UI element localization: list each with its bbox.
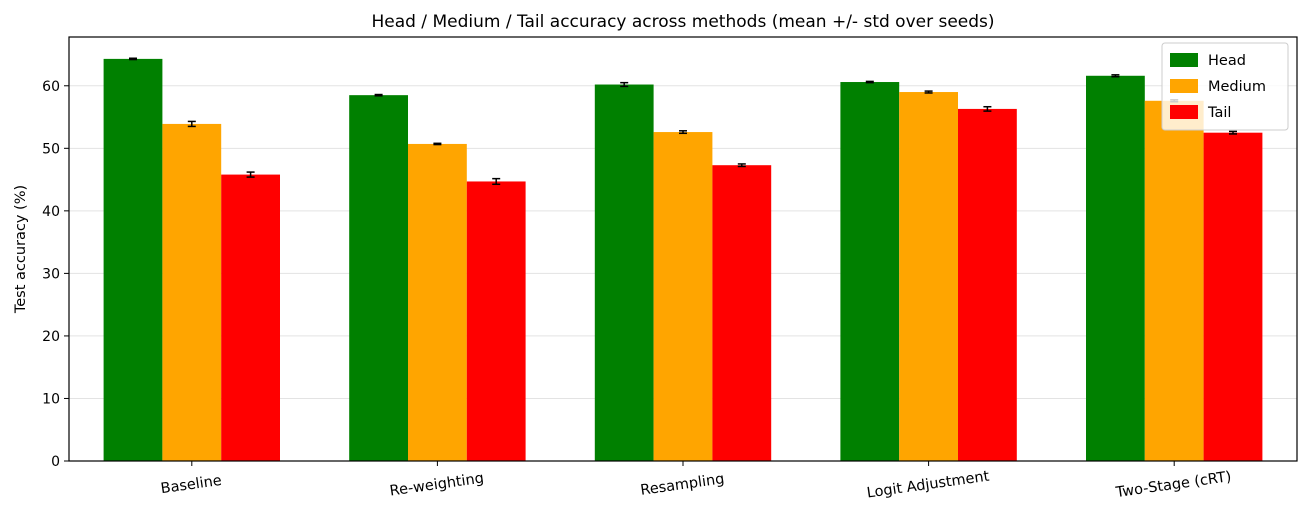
x-tick-label: Re-weighting xyxy=(389,471,485,500)
y-tick-label: 20 xyxy=(42,329,60,345)
legend-label: Tail xyxy=(1207,105,1231,121)
bar-medium xyxy=(653,132,713,462)
y-tick-label: 0 xyxy=(51,454,60,470)
bar-tail xyxy=(958,108,1017,461)
bar-medium xyxy=(1144,100,1204,462)
y-tick-label: 40 xyxy=(42,204,60,220)
plot-frame xyxy=(68,36,1298,462)
bar-tail xyxy=(466,181,526,461)
y-tick-label: 60 xyxy=(42,79,60,95)
y-axis: 0 10 20 30 40 50 60 xyxy=(42,79,69,470)
bar-head xyxy=(594,84,654,462)
bar-head xyxy=(840,82,900,461)
x-tick-label: Logit Adjustment xyxy=(866,468,991,501)
legend-label: Medium xyxy=(1208,79,1266,95)
legend: Head Medium Tail xyxy=(1161,42,1289,131)
y-axis-label: Test accuracy (%) xyxy=(13,185,29,314)
legend-swatch-tail xyxy=(1170,105,1198,119)
bar-medium xyxy=(899,92,958,462)
x-axis: Baseline Re-weighting Resampling Logit Adju… xyxy=(160,461,1232,502)
x-tick-label: Baseline xyxy=(160,473,223,497)
bar-tail xyxy=(1203,132,1263,462)
legend-swatch-head xyxy=(1170,53,1198,67)
bar-tail xyxy=(712,165,772,461)
y-tick-label: 30 xyxy=(42,266,60,282)
bar-head xyxy=(1086,75,1145,461)
bar-medium xyxy=(162,123,222,461)
bar-medium xyxy=(408,143,467,461)
legend-swatch-medium xyxy=(1170,79,1198,93)
bar-head xyxy=(103,58,163,461)
x-tick-label: Resampling xyxy=(639,471,725,499)
bars xyxy=(103,57,1263,462)
y-tick-label: 50 xyxy=(42,141,60,157)
bar-tail xyxy=(221,174,280,461)
bar-head xyxy=(349,95,408,461)
chart-title: Head / Medium / Tail accuracy across met… xyxy=(371,12,994,32)
y-tick-label: 10 xyxy=(42,391,60,407)
x-tick-label: Two-Stage (cRT) xyxy=(1114,469,1232,501)
legend-label: Head xyxy=(1208,53,1246,69)
